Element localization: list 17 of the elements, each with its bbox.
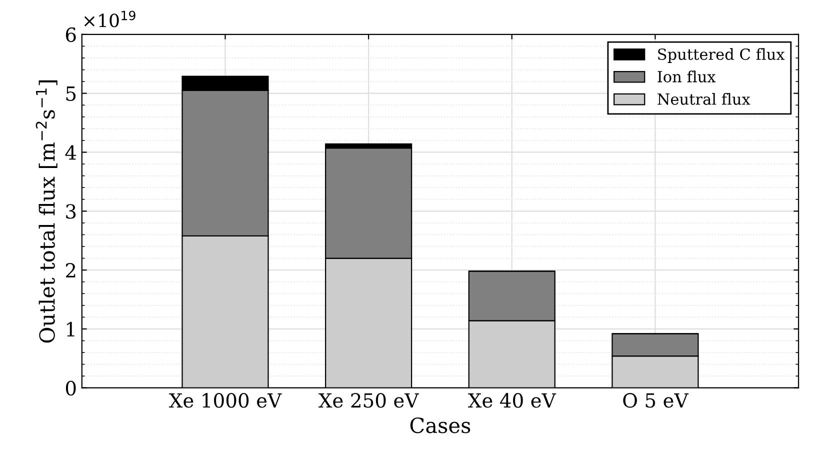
y-tick-label: 0: [66, 380, 76, 396]
x-tick-label: Xe 40 eV: [468, 393, 556, 408]
y-axis-title: Outlet total flux [m$^{−2}$s$^{−1}$]: [36, 80, 58, 343]
text: ×10$^{19}$: [84, 10, 136, 28]
x-tick-label: Xe 250 eV: [318, 393, 420, 408]
legend-label: Sputtered C flux: [658, 48, 785, 63]
x-tick-label: O 5 eV: [623, 393, 689, 408]
x-tick-label: Xe 1000 eV: [168, 393, 282, 408]
legend-label: Ion flux: [658, 70, 716, 82]
y-tick-label: 4: [65, 145, 76, 160]
x-axis-title: Cases: [410, 417, 470, 434]
legend-label: Neutral flux: [658, 93, 750, 105]
y-tick-label: 6: [66, 27, 76, 42]
y-tick-label: 1: [67, 322, 74, 336]
y-tick-label: 5: [66, 86, 76, 101]
y-tick-label: 2: [66, 263, 76, 278]
y-tick-label: 3: [66, 204, 76, 219]
